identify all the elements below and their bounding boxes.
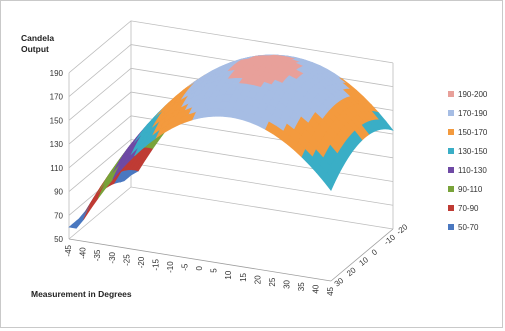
legend-swatch xyxy=(448,205,454,211)
z-tick-label: 150 xyxy=(50,116,64,125)
z-tick-label: 90 xyxy=(54,188,63,197)
legend-label: 170-190 xyxy=(458,109,488,118)
x-tick-label: -35 xyxy=(93,249,102,261)
x-tick-label: -45 xyxy=(64,244,73,256)
x-tick-label: 5 xyxy=(210,268,219,273)
z-tick-label: 110 xyxy=(50,164,63,173)
x-tick-label: -15 xyxy=(151,258,160,270)
y-tick-label: 0 xyxy=(370,247,379,257)
z-axis-title-line2: Output xyxy=(21,44,49,54)
legend-label: 130-150 xyxy=(458,147,488,156)
legend-swatch xyxy=(448,129,454,135)
x-tick-label: -25 xyxy=(122,254,131,266)
surface-cell xyxy=(84,201,95,219)
legend-swatch xyxy=(448,91,454,97)
x-tick-label: -30 xyxy=(108,251,117,263)
x-axis-title: Measurement in Degrees xyxy=(31,289,132,299)
x-tick-label: -20 xyxy=(137,256,146,268)
legend-swatch xyxy=(448,167,454,173)
x-tick-label: 35 xyxy=(297,282,306,291)
legend-label: 150-170 xyxy=(458,128,488,137)
legend-label: 190-200 xyxy=(458,90,488,99)
legend-label: 70-90 xyxy=(458,204,479,213)
floor-edge xyxy=(331,229,393,281)
legend-label: 90-110 xyxy=(458,185,483,194)
y-tick-label: -20 xyxy=(395,222,410,237)
x-tick-label: 15 xyxy=(239,272,248,281)
z-axis-title: Candela xyxy=(21,33,54,43)
legend-swatch xyxy=(448,224,454,230)
z-tick-label: 70 xyxy=(54,211,63,220)
surface-layer xyxy=(69,55,393,228)
x-tick-label: 40 xyxy=(312,284,321,293)
x-tick-label: 20 xyxy=(253,275,262,284)
gridline xyxy=(69,187,393,239)
legend-swatch xyxy=(448,110,454,116)
legend-label: 50-70 xyxy=(458,223,479,232)
legend-swatch xyxy=(448,186,454,192)
legend-label: 110-130 xyxy=(458,166,487,175)
x-tick-label: -5 xyxy=(181,263,190,271)
legend-layer: 190-200 170-190 150-170 130-150 110-130 90-11… xyxy=(448,90,488,232)
x-tick-label: -40 xyxy=(79,247,88,259)
legend-swatch xyxy=(448,148,454,154)
z-tick-label: 50 xyxy=(54,235,63,244)
z-tick-label: 130 xyxy=(50,140,64,149)
x-tick-label: 0 xyxy=(195,265,204,270)
z-tick-label: 170 xyxy=(50,93,64,102)
x-tick-label: -10 xyxy=(166,261,175,273)
y-tick-label: -10 xyxy=(382,232,397,247)
x-tick-label: 25 xyxy=(268,277,277,286)
x-tick-label: 30 xyxy=(282,279,291,288)
x-tick-label: 10 xyxy=(224,270,233,279)
z-tick-label: 190 xyxy=(50,69,64,78)
x-tick-label: 45 xyxy=(326,286,335,295)
